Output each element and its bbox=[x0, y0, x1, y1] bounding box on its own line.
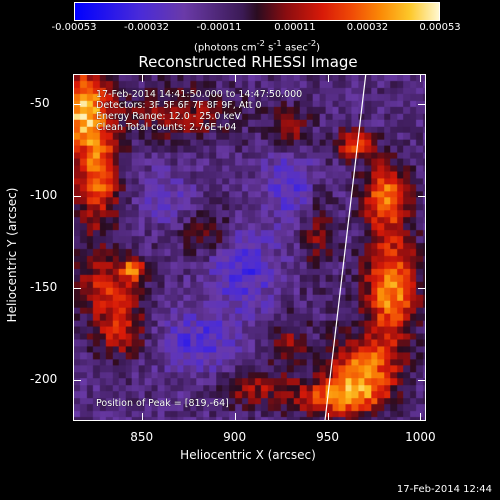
x-tick-label: 850 bbox=[130, 430, 154, 444]
annotation-time-range: 17-Feb-2014 14:41:50.000 to 14:47:50.000 bbox=[96, 89, 303, 100]
x-tick-mark bbox=[420, 74, 422, 82]
colorbar-tick-label: -0.00011 bbox=[196, 22, 242, 33]
x-tick-label: 900 bbox=[223, 430, 247, 444]
annotation-detectors: Detectors: 3F 5F 6F 7F 8F 9F, Att 0 bbox=[96, 100, 262, 111]
x-tick-mark bbox=[327, 74, 329, 82]
y-tick-mark bbox=[418, 380, 426, 382]
x-tick-label: 950 bbox=[316, 430, 339, 444]
y-tick-mark bbox=[73, 380, 81, 382]
x-axis-label: Heliocentric X (arcsec) bbox=[180, 448, 316, 462]
x-tick-mark bbox=[141, 413, 143, 421]
plot-title: Reconstructed RHESSI Image bbox=[138, 53, 358, 71]
colorbar-tick-label: -0.00032 bbox=[124, 22, 169, 33]
y-tick-label: -200 bbox=[30, 372, 58, 387]
colorbar-gradient bbox=[75, 3, 439, 20]
x-tick-mark bbox=[420, 413, 422, 421]
y-tick-label: -100 bbox=[30, 187, 58, 202]
y-tick-label: -150 bbox=[30, 280, 58, 295]
y-tick-label: -50 bbox=[30, 95, 50, 110]
y-tick-mark bbox=[418, 103, 426, 105]
x-tick-mark bbox=[327, 413, 329, 421]
x-tick-mark bbox=[234, 74, 236, 82]
limb-overlay bbox=[324, 75, 367, 420]
solar-limb-line bbox=[324, 75, 367, 420]
y-axis-label: Heliocentric Y (arcsec) bbox=[5, 187, 19, 323]
timestamp: 17-Feb-2014 12:44 bbox=[396, 484, 492, 495]
y-tick-mark bbox=[73, 195, 81, 197]
colorbar-unit: (photons cm-2 s-1 asec-2) bbox=[193, 38, 321, 54]
colorbar-tick-label: 0.00032 bbox=[346, 22, 389, 33]
y-tick-mark bbox=[73, 288, 81, 290]
annotation-peak: Position of Peak = [819,-64] bbox=[96, 398, 229, 409]
y-tick-mark bbox=[418, 195, 426, 197]
x-tick-label: 1000 bbox=[405, 430, 436, 444]
x-tick-mark bbox=[234, 413, 236, 421]
colorbar bbox=[74, 2, 440, 21]
colorbar-tick-label: 0.00011 bbox=[274, 22, 316, 33]
y-tick-mark bbox=[73, 103, 81, 105]
colorbar-tick-label: -0.00053 bbox=[51, 22, 97, 33]
annotation-method: Clean Total counts: 2.76E+04 bbox=[96, 122, 237, 133]
y-tick-mark bbox=[418, 288, 426, 290]
annotation-energy: Energy Range: 12.0 - 25.0 keV bbox=[96, 111, 241, 122]
colorbar-tick-label: 0.00053 bbox=[419, 22, 461, 33]
heatmap-plot: 17-Feb-2014 14:41:50.000 to 14:47:50.000… bbox=[73, 74, 426, 421]
x-tick-mark bbox=[141, 74, 143, 82]
heatmap-canvas bbox=[74, 75, 425, 420]
